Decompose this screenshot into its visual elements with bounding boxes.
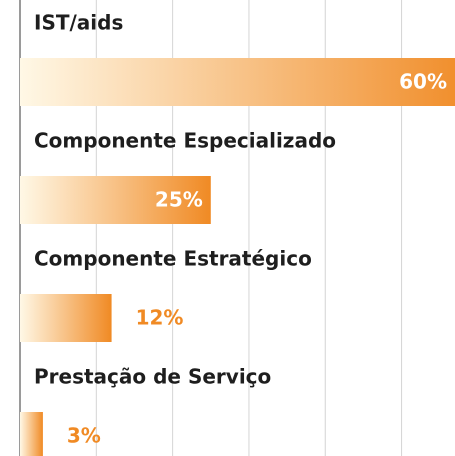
- bar: [20, 412, 43, 456]
- bar: [20, 294, 112, 342]
- value-label: 3%: [67, 424, 101, 448]
- category-label: IST/aids: [34, 11, 123, 35]
- category-label: Componente Estratégico: [34, 247, 312, 271]
- category-label: Componente Especializado: [34, 129, 336, 153]
- category-label: Prestação de Serviço: [34, 365, 271, 389]
- value-label: 60%: [399, 70, 447, 94]
- bar: [20, 176, 211, 224]
- value-label: 25%: [155, 188, 203, 212]
- value-label: 12%: [136, 306, 184, 330]
- bar: [20, 58, 455, 106]
